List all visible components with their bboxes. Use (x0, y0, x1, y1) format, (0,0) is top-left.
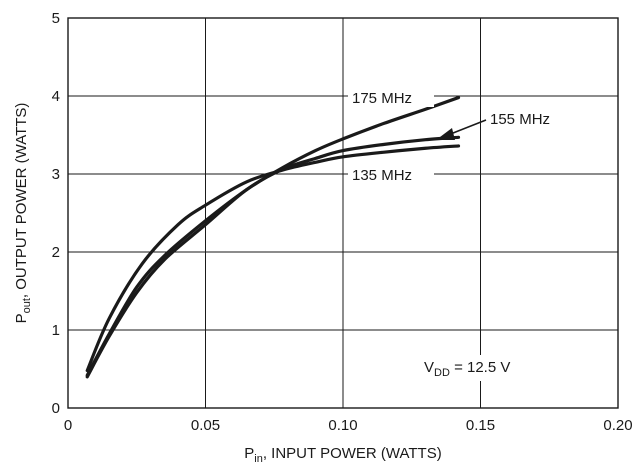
series-label-135-mhz: 135 MHz (352, 167, 412, 184)
y-tick-label: 1 (52, 322, 60, 339)
y-tick-label: 3 (52, 166, 60, 183)
label-bg-155 (486, 108, 566, 128)
grid (67, 17, 619, 409)
series-label-175-mhz: 175 MHz (352, 90, 412, 107)
label-bg-175 (348, 87, 434, 107)
series-line-135-mhz (85, 144, 461, 373)
arrow-155-head (436, 128, 455, 140)
y-tick-label: 4 (52, 88, 60, 105)
y-tick-label: 2 (52, 244, 60, 261)
x-tick-label: 0.20 (603, 417, 632, 434)
y-tick-label: 0 (52, 400, 60, 417)
series-line-175-mhz (85, 95, 461, 377)
label-bg-135 (348, 164, 434, 184)
x-axis-label: Pin, INPUT POWER (WATTS) (244, 445, 441, 465)
annotation-bg (420, 355, 532, 381)
x-tick-label: 0.05 (191, 417, 220, 434)
plot-frame (67, 17, 619, 409)
y-tick-label: 5 (52, 10, 60, 27)
x-tick-label: 0.10 (328, 417, 357, 434)
series-label-155-mhz: 155 MHz (490, 111, 550, 128)
x-tick-label: 0 (64, 417, 72, 434)
tick-labels: 0 0.05 0.10 0.15 0.20 0 1 2 3 4 5 (52, 10, 633, 434)
series-group (85, 95, 461, 379)
arrow-155-shaft (447, 119, 487, 136)
series-line-155-mhz (85, 135, 461, 379)
y-axis-label: Pout, OUTPUT POWER (WATTS) (13, 103, 33, 324)
vdd-annotation: VDD = 12.5 V (424, 359, 510, 379)
x-tick-label: 0.15 (466, 417, 495, 434)
